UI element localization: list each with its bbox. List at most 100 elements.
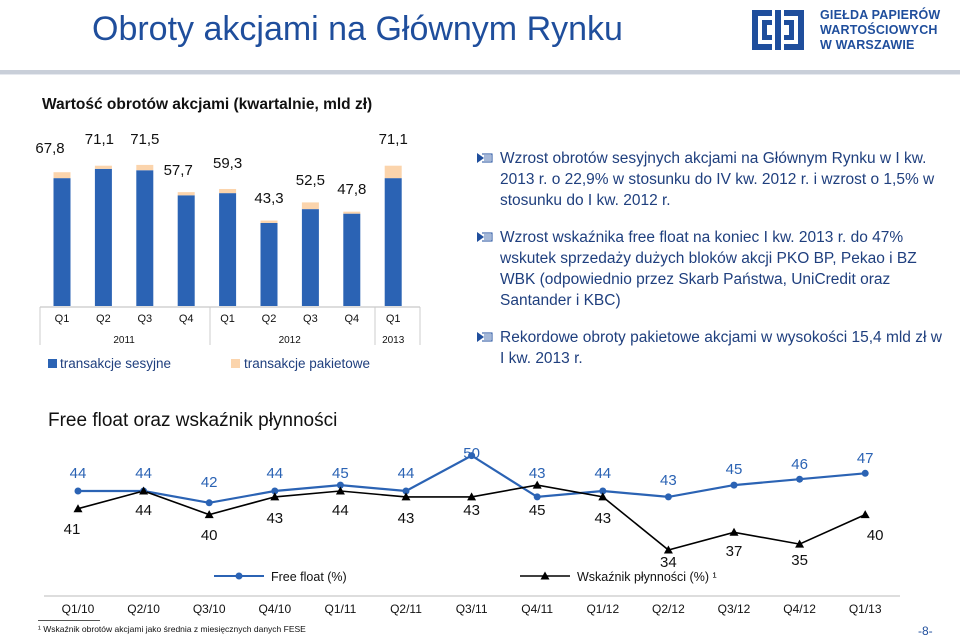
legend-swatch-pakietowe	[231, 359, 240, 368]
data-label: 57,7	[164, 162, 193, 179]
line-chart: 44 44 42 44 45 44 50 43 44 43 45 46 47 41 44 40 43 44 43 43…	[44, 445, 900, 616]
x-tick-label: Q3	[303, 313, 318, 325]
x-tick-label: Q4/11	[521, 602, 553, 616]
x-tick-label: Q2	[262, 313, 277, 325]
data-label-freefloat: 43	[529, 465, 546, 482]
data-label-freefloat: 44	[135, 465, 152, 482]
data-label-liquidity: 34	[660, 554, 677, 571]
point-liquidity	[139, 486, 149, 495]
point-liquidity	[860, 510, 870, 519]
data-label-freefloat: 44	[398, 465, 415, 482]
bar-chart: Q1 Q2 Q3 Q4 Q1 Q2 Q3 Q4 Q1 67,8 71,1 71,5 57,7 59,3 43…	[35, 131, 421, 371]
logo-line-1: GIEŁDA PAPIERÓW	[820, 8, 941, 22]
point-freefloat	[599, 487, 607, 495]
legend-label-liquidity: Wskaźnik płynności (%) ¹	[577, 570, 717, 584]
bar-sesyjne	[260, 222, 278, 306]
legend-label-sesyjne: transakcje sesyjne	[60, 356, 171, 371]
x-tick-label: Q1/13	[849, 602, 882, 616]
data-label-liquidity: 43	[266, 510, 283, 527]
point-freefloat	[336, 481, 344, 489]
logo-line-2: WARTOŚCIOWYCH	[820, 23, 938, 37]
bar-sesyjne	[301, 209, 319, 306]
point-freefloat	[664, 493, 672, 501]
x-tick-label: Q4/12	[783, 602, 816, 616]
bar-sesyjne	[384, 178, 402, 306]
point-freefloat	[468, 452, 476, 460]
point-liquidity	[795, 539, 805, 548]
bar-chart-title: Wartość obrotów akcjami (kwartalnie, mld…	[42, 96, 373, 113]
point-freefloat	[796, 475, 804, 483]
data-label: 59,3	[213, 155, 242, 172]
x-tick-label: Q3/11	[456, 602, 488, 616]
point-freefloat	[402, 487, 410, 495]
bullet-icon	[477, 332, 493, 342]
x-tick-label: Q1/10	[62, 602, 95, 616]
bullet-text: Wzrost obrotów sesyjnych akcjami na Głów…	[500, 150, 935, 209]
data-label-freefloat: 45	[726, 461, 743, 478]
data-label-liquidity: 37	[726, 543, 743, 560]
point-liquidity	[532, 480, 542, 489]
line-chart-title: Free float oraz wskaźnik płynności	[48, 410, 338, 431]
x-tick-label: Q1/12	[586, 602, 619, 616]
bar-pakietowe	[136, 164, 154, 171]
bar-sesyjne	[177, 195, 195, 306]
bar-pakietowe	[94, 165, 112, 169]
data-label-liquidity: 43	[463, 502, 480, 519]
logo-text: GIEŁDA PAPIERÓW WARTOŚCIOWYCH W WARSZAWI…	[820, 8, 940, 53]
point-liquidity	[204, 510, 214, 519]
logo-line-3: W WARSZAWIE	[820, 38, 915, 52]
bar-pakietowe	[219, 188, 237, 194]
page-title: Obroty akcjami na Głównym Rynku	[92, 10, 623, 48]
x-tick-label: Q1	[386, 313, 401, 325]
bar-pakietowe	[53, 172, 71, 179]
year-label: 2012	[279, 335, 302, 346]
data-label-liquidity: 43	[398, 510, 415, 527]
data-label: 52,5	[296, 172, 325, 189]
legend-marker-liquidity	[540, 571, 550, 580]
footnote: ¹ Wskaźnik obrotów akcjami jako średnia …	[38, 624, 306, 634]
x-tick-label: Q1/11	[324, 602, 356, 616]
point-freefloat	[271, 487, 279, 495]
year-label: 2011	[113, 335, 135, 346]
point-liquidity	[467, 492, 477, 501]
point-freefloat	[861, 469, 869, 477]
bullet-item: Wzrost obrotów sesyjnych akcjami na Głów…	[476, 148, 946, 211]
point-liquidity	[598, 492, 608, 501]
point-liquidity	[401, 492, 411, 501]
point-liquidity	[729, 527, 739, 536]
x-tick-label: Q2/10	[127, 602, 160, 616]
point-freefloat	[205, 499, 213, 507]
bar-pakietowe	[384, 165, 402, 179]
data-label-liquidity: 40	[201, 527, 218, 544]
data-label-liquidity: 43	[594, 510, 611, 527]
bar-pakietowe	[177, 192, 195, 196]
point-liquidity	[73, 504, 83, 513]
gpw-logo: GIEŁDA PAPIERÓW WARTOŚCIOWYCH W WARSZAWI…	[748, 4, 948, 56]
point-liquidity	[270, 492, 280, 501]
bar-sesyjne	[53, 178, 71, 306]
year-label: 2013	[382, 335, 405, 346]
point-freefloat	[533, 493, 541, 501]
x-tick-label: Q4	[179, 313, 194, 325]
bullet-icon	[477, 232, 493, 242]
bullet-icon	[477, 153, 493, 163]
bar-sesyjne	[94, 168, 112, 306]
x-tick-label: Q4/10	[258, 602, 291, 616]
x-tick-label: Q2/11	[390, 602, 422, 616]
data-label-liquidity: 40	[867, 527, 884, 544]
bullet-text: Wzrost wskaźnika free float na koniec I …	[500, 229, 917, 309]
data-label-freefloat: 45	[332, 465, 349, 482]
bar-pakietowe	[343, 211, 361, 214]
data-label-liquidity: 44	[332, 502, 349, 519]
x-tick-label: Q1	[220, 313, 235, 325]
data-label-liquidity: 45	[529, 502, 546, 519]
legend-marker-freefloat	[235, 572, 243, 580]
data-label-freefloat: 44	[266, 465, 283, 482]
data-label-liquidity: 41	[64, 521, 81, 538]
x-tick-label: Q2	[96, 313, 111, 325]
page-number: -8-	[918, 624, 933, 638]
header-divider-light	[0, 74, 960, 75]
legend-swatch-sesyjne	[48, 359, 57, 368]
data-label: 67,8	[35, 140, 64, 157]
gpw-logo-icon	[752, 10, 804, 50]
